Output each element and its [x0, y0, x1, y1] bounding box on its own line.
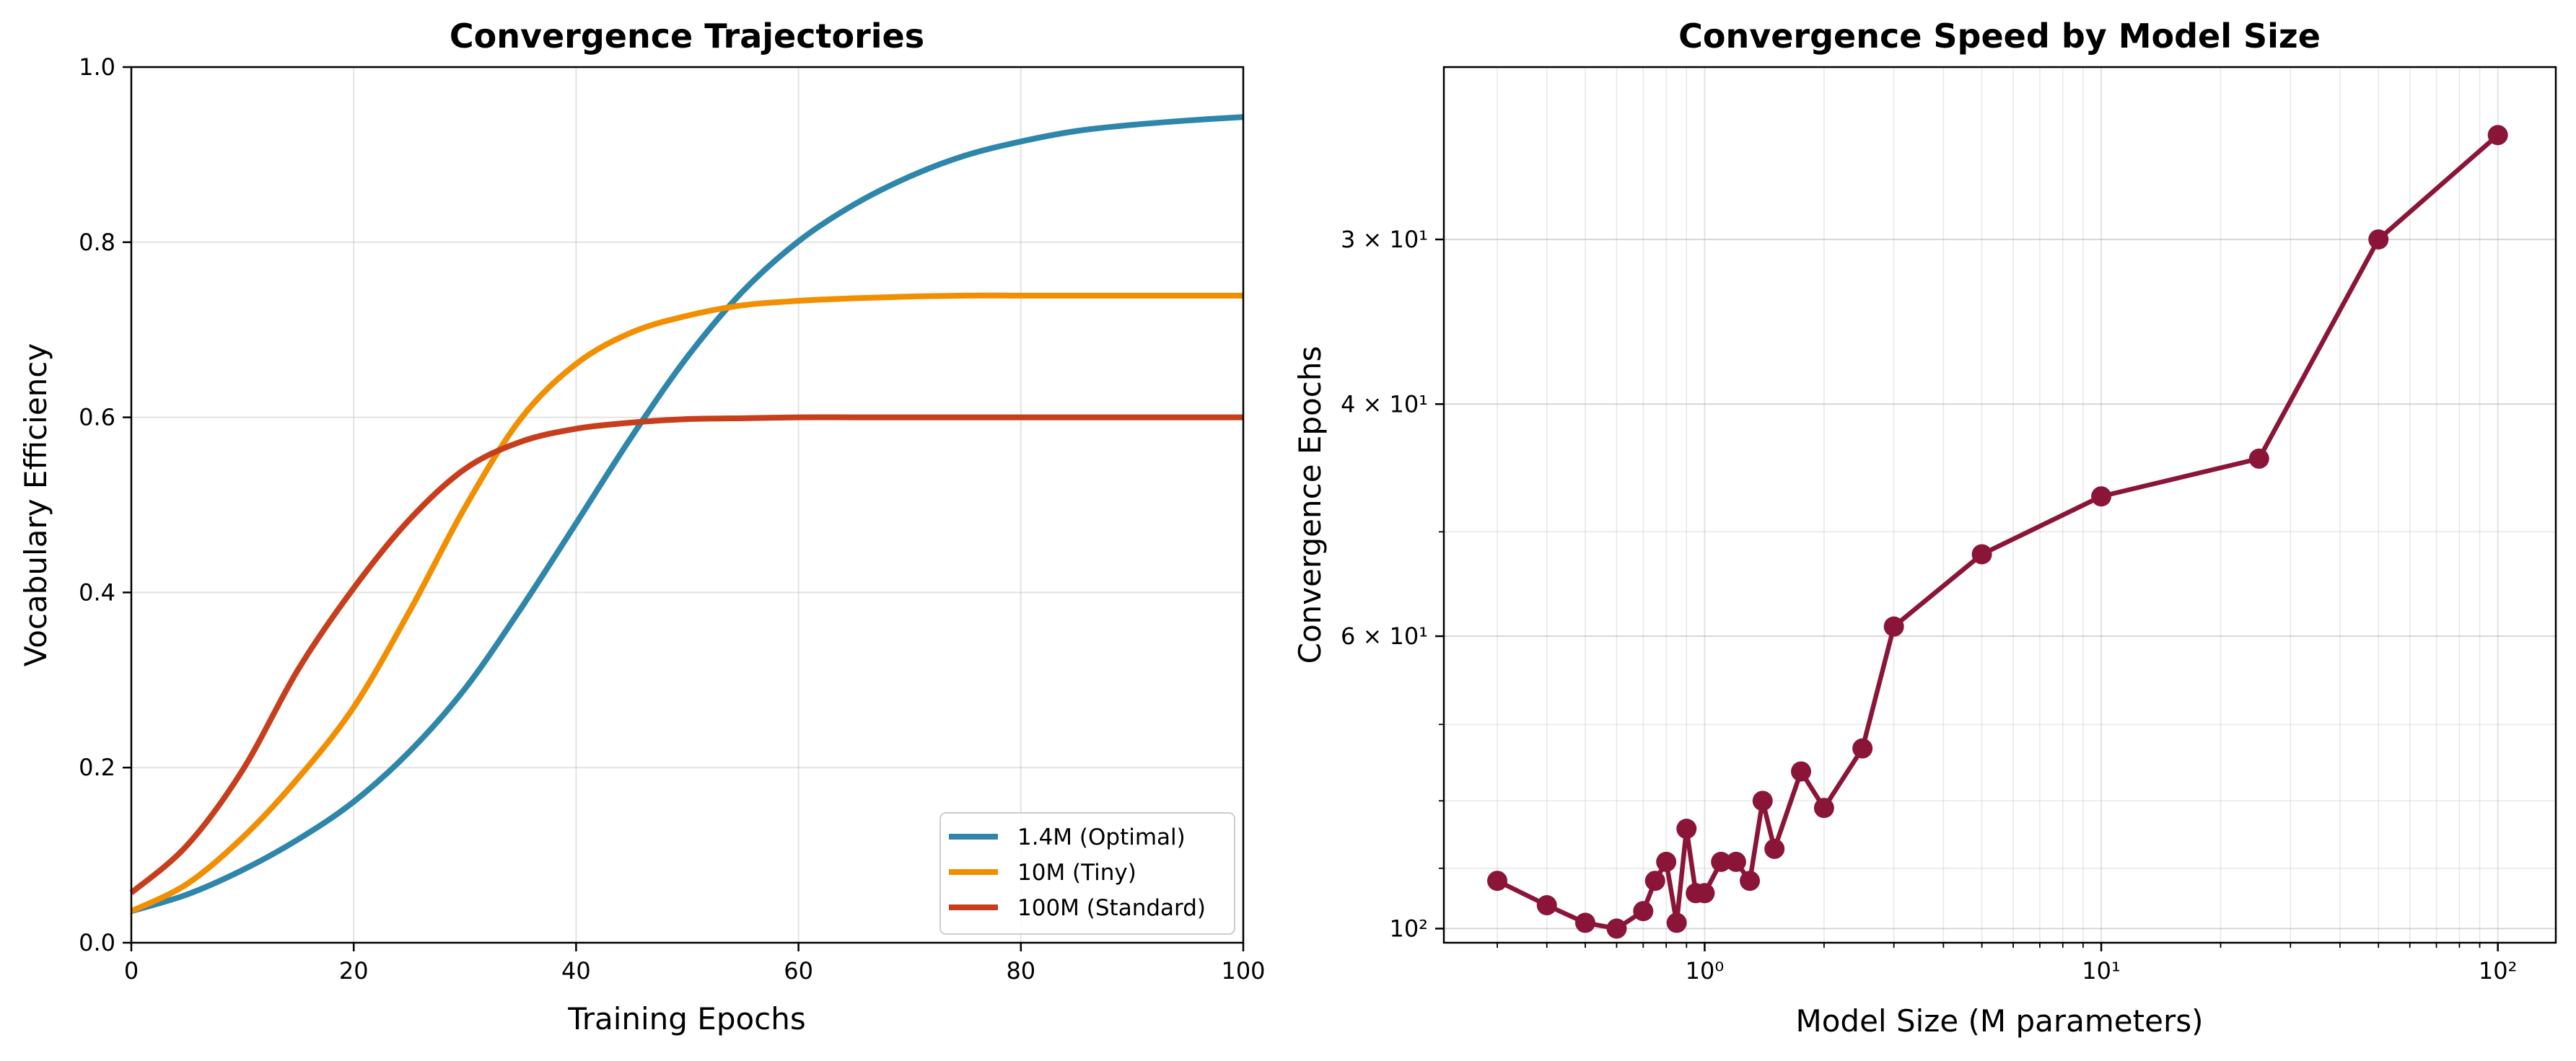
x-tick-label: 80	[1006, 957, 1035, 985]
y-axis-label: Vocabulary Efficiency	[18, 343, 53, 666]
chart-title: Convergence Speed by Model Size	[1678, 17, 2321, 56]
x-tick-label: 100	[1221, 957, 1265, 985]
legend-box	[939, 812, 1235, 935]
series-line	[130, 114, 1244, 915]
x-tick-label: 60	[784, 957, 813, 985]
data-point	[1711, 851, 1732, 872]
plot-frame	[130, 66, 1245, 944]
y-tick-label: 0.6	[79, 404, 115, 431]
y-tick-label: 0.0	[79, 929, 115, 956]
data-point	[1644, 871, 1665, 891]
convergence-speed-chart: 10⁰ 10¹ 10² 3 × 10¹ 4 × 10¹ 6 × 10¹ 10² Conver…	[1292, 17, 2557, 1039]
x-tick-label: 10¹	[2082, 957, 2121, 985]
axis-ticks: 10⁰ 10¹ 10² 3 × 10¹ 4 × 10¹ 6 × 10¹ 10²	[1341, 226, 2518, 985]
data-point	[1725, 851, 1746, 872]
data-point	[1752, 791, 1773, 811]
x-axis-label: Model Size (M parameters)	[1796, 1003, 2204, 1039]
data-point	[1574, 912, 1595, 933]
data-point	[2368, 229, 2389, 250]
data-point	[1676, 819, 1697, 840]
plot-frame	[1442, 66, 2557, 944]
y-tick-label: 0.8	[79, 229, 115, 256]
legend-label: 1.4M (Optimal)	[1017, 824, 1186, 850]
data-point	[1764, 838, 1785, 859]
data-point	[1633, 901, 1654, 922]
y-tick-label: 6 × 10¹	[1341, 622, 1428, 650]
data-point	[1666, 912, 1687, 933]
axis-ticks: 0 20 40 60 80 100 0.0 0.2 0.4 0.6 0.8 1.0	[79, 53, 1265, 985]
y-tick-label: 3 × 10¹	[1341, 226, 1428, 253]
legend-label: 100M (Standard)	[1017, 895, 1206, 921]
x-tick-label: 0	[124, 957, 139, 985]
data-point	[2091, 486, 2112, 507]
legend: 1.4M (Optimal) 10M (Tiny) 100M (Standard…	[939, 812, 1235, 935]
series-line	[129, 414, 1243, 895]
data-point	[1883, 616, 1904, 637]
data-point	[1536, 895, 1557, 916]
y-tick-label: 10²	[1389, 915, 1428, 942]
data-point	[1606, 918, 1627, 939]
data-point	[1971, 544, 1992, 565]
data-point	[1791, 761, 1812, 782]
y-tick-label: 1.0	[79, 53, 115, 81]
convergence-trajectories-chart: 0 20 40 60 80 100 0.0 0.2 0.4 0.6 0.8 1.0 Convergen…	[18, 17, 1266, 1036]
y-tick-label: 0.4	[79, 578, 115, 606]
data-point	[1694, 883, 1715, 904]
data-point	[2248, 448, 2269, 469]
grid	[131, 66, 1244, 943]
y-axis-label: Convergence Epochs	[1292, 346, 1328, 664]
chart-title: Convergence Trajectories	[450, 17, 924, 56]
x-tick-label: 10⁰	[1686, 957, 1725, 985]
data-point	[1656, 851, 1677, 872]
grid	[1444, 67, 2556, 943]
x-tick-label: 40	[561, 957, 591, 985]
series-markers	[1487, 125, 2508, 939]
data-point	[1487, 871, 1508, 891]
series-line	[130, 292, 1243, 914]
series-lines	[129, 114, 1244, 915]
data-point	[1813, 798, 1834, 819]
x-tick-label: 10²	[2479, 957, 2518, 985]
x-tick-label: 20	[339, 957, 369, 985]
y-tick-label: 4 × 10¹	[1341, 390, 1428, 418]
data-point	[2487, 125, 2508, 146]
data-point	[1740, 871, 1761, 891]
data-point	[1852, 738, 1873, 759]
legend-label: 10M (Tiny)	[1017, 860, 1136, 886]
x-axis-label: Training Epochs	[567, 1001, 806, 1036]
y-tick-label: 0.2	[79, 754, 115, 781]
